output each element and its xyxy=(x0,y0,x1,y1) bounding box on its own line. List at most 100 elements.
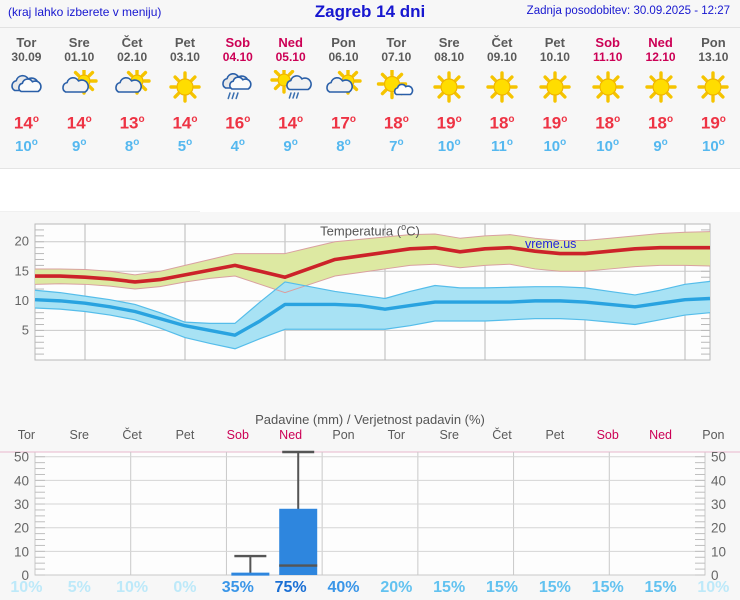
forecast-day-strip: Tor 30.09 14o 10o Sre 01.10 14o 9o Čet 02.10 13o 8o… xyxy=(0,28,740,160)
temperature-max-value: 14 xyxy=(66,113,86,133)
temperature-max: 16o xyxy=(211,110,264,134)
sun-small-cloud-icon xyxy=(370,68,423,108)
day-date: 08.10 xyxy=(434,50,465,64)
forecast-day-column[interactable]: Pon 13.10 19o 10o xyxy=(687,28,740,160)
day-date: 09.10 xyxy=(487,50,518,64)
temperature-min-value: 10 xyxy=(543,137,561,155)
degree-symbol: o xyxy=(402,114,409,125)
precipitation-chart-svg: 0 0 10 10 20 20 30 30 40 40 50 50 xyxy=(0,450,740,581)
degree-symbol: o xyxy=(397,136,404,148)
day-date: 10.10 xyxy=(539,50,570,64)
temperature-min: 9o xyxy=(634,134,687,156)
forecast-day-column[interactable]: Ned 05.10 14o 9o xyxy=(264,28,317,160)
degree-symbol: o xyxy=(191,114,198,125)
degree-symbol: o xyxy=(561,114,568,125)
degree-symbol: o xyxy=(718,136,725,148)
precipitation-probability: 10% xyxy=(697,579,730,596)
forecast-day-column[interactable]: Sob 04.10 16o 4o xyxy=(211,28,264,160)
svg-text:10: 10 xyxy=(711,544,726,559)
day-name: Sre xyxy=(438,35,460,50)
precipitation-day-label: Tor xyxy=(387,428,406,442)
day-name: Čet xyxy=(491,35,513,50)
temperature-max-value: 13 xyxy=(119,113,139,133)
sunny-icon xyxy=(581,68,634,108)
forecast-day-column[interactable]: Pon 06.10 17o 8o xyxy=(317,28,370,160)
day-name: Pet xyxy=(544,35,565,50)
sunny-icon xyxy=(687,68,740,108)
day-name: Sob xyxy=(225,35,251,50)
precipitation-probability: 35% xyxy=(221,579,254,596)
temperature-min: 9o xyxy=(264,134,317,156)
temperature-min-value: 10 xyxy=(596,137,613,155)
temperature-min: 7o xyxy=(370,134,423,156)
svg-text:30: 30 xyxy=(14,497,29,512)
forecast-day-column[interactable]: Pet 10.10 19o 10o xyxy=(528,28,581,160)
temperature-min: 11o xyxy=(476,134,529,156)
svg-text:30: 30 xyxy=(711,497,726,512)
temperature-max: 19o xyxy=(423,110,476,134)
degree-symbol: o xyxy=(560,136,567,148)
svg-text:50: 50 xyxy=(14,450,29,465)
svg-text:15: 15 xyxy=(15,263,29,278)
temperature-min-value: 10 xyxy=(15,137,32,155)
degree-sup: o xyxy=(401,222,407,232)
forecast-day-column[interactable]: Ned 12.10 18o 9o xyxy=(634,28,687,160)
temperature-max: 14o xyxy=(264,110,317,134)
temperature-min: 4o xyxy=(211,134,264,156)
temperature-max: 18o xyxy=(634,110,687,134)
degree-symbol: o xyxy=(80,136,87,148)
day-name: Čet xyxy=(121,35,143,50)
degree-symbol: o xyxy=(661,136,668,148)
temperature-max-value: 16 xyxy=(225,113,245,133)
rain-icon xyxy=(211,68,264,108)
forecast-day-column[interactable]: Tor 07.10 18o 7o xyxy=(370,28,423,160)
precipitation-day-label: Pet xyxy=(545,428,565,442)
precipitation-day-label: Sob xyxy=(596,428,619,442)
precipitation-chart-title: Padavine (mm) / Verjetnost padavin (%) xyxy=(0,412,740,427)
sun-rain-icon xyxy=(264,68,317,108)
precipitation-day-label: Pon xyxy=(702,428,725,442)
temperature-chart-title: Temperatura (oC) xyxy=(320,222,420,239)
temperature-max-value: 19 xyxy=(542,113,562,133)
degree-symbol: o xyxy=(454,136,461,148)
partly-sunny-icon xyxy=(106,68,159,108)
sunny-icon xyxy=(159,68,212,108)
day-name: Ned xyxy=(278,35,303,50)
temperature-max-value: 14 xyxy=(172,113,192,133)
temperature-max: 14o xyxy=(0,110,53,134)
temperature-min-value: 5 xyxy=(177,137,187,155)
forecast-day-column[interactable]: Čet 02.10 13o 8o xyxy=(106,28,159,160)
temperature-max: 14o xyxy=(53,110,106,134)
forecast-day-column[interactable]: Sre 08.10 19o 10o xyxy=(423,28,476,160)
temperature-max: 13o xyxy=(106,110,159,134)
forecast-day-column[interactable]: Tor 30.09 14o 10o xyxy=(0,28,53,160)
day-date: 07.10 xyxy=(381,50,412,64)
precipitation-day-label: Sob xyxy=(226,428,249,442)
forecast-day-column[interactable]: Sre 01.10 14o 9o xyxy=(53,28,106,160)
forecast-day-column[interactable]: Pet 03.10 14o 5o xyxy=(159,28,212,160)
forecast-day-column[interactable]: Sob 11.10 18o 10o xyxy=(581,28,634,160)
degree-symbol: o xyxy=(238,136,246,148)
temperature-min-value: 8 xyxy=(124,137,134,155)
degree-symbol: o xyxy=(244,114,251,125)
precipitation-probability: 10% xyxy=(10,579,43,596)
svg-text:0: 0 xyxy=(21,568,29,581)
temperature-max: 18o xyxy=(581,110,634,134)
day-date: 01.10 xyxy=(64,50,95,64)
day-name: Sob xyxy=(595,35,620,50)
temperature-max-value: 17 xyxy=(330,113,350,133)
temperature-min: 8o xyxy=(317,134,370,156)
day-date: 04.10 xyxy=(222,50,253,64)
day-date: 05.10 xyxy=(275,50,306,64)
temperature-min-value: 4 xyxy=(230,137,239,155)
forecast-day-column[interactable]: Čet 09.10 18o 11o xyxy=(476,28,529,160)
degree-symbol: o xyxy=(31,136,38,148)
precipitation-probability: 20% xyxy=(380,579,413,596)
sunny-icon xyxy=(528,68,581,108)
degree-symbol: o xyxy=(186,136,193,148)
gap-divider-top xyxy=(0,168,740,169)
gap-divider-bottom xyxy=(0,211,200,212)
precipitation-day-label: Pon xyxy=(332,428,355,442)
precipitation-day-label: Ned xyxy=(649,428,673,442)
day-name: Tor xyxy=(386,35,407,50)
